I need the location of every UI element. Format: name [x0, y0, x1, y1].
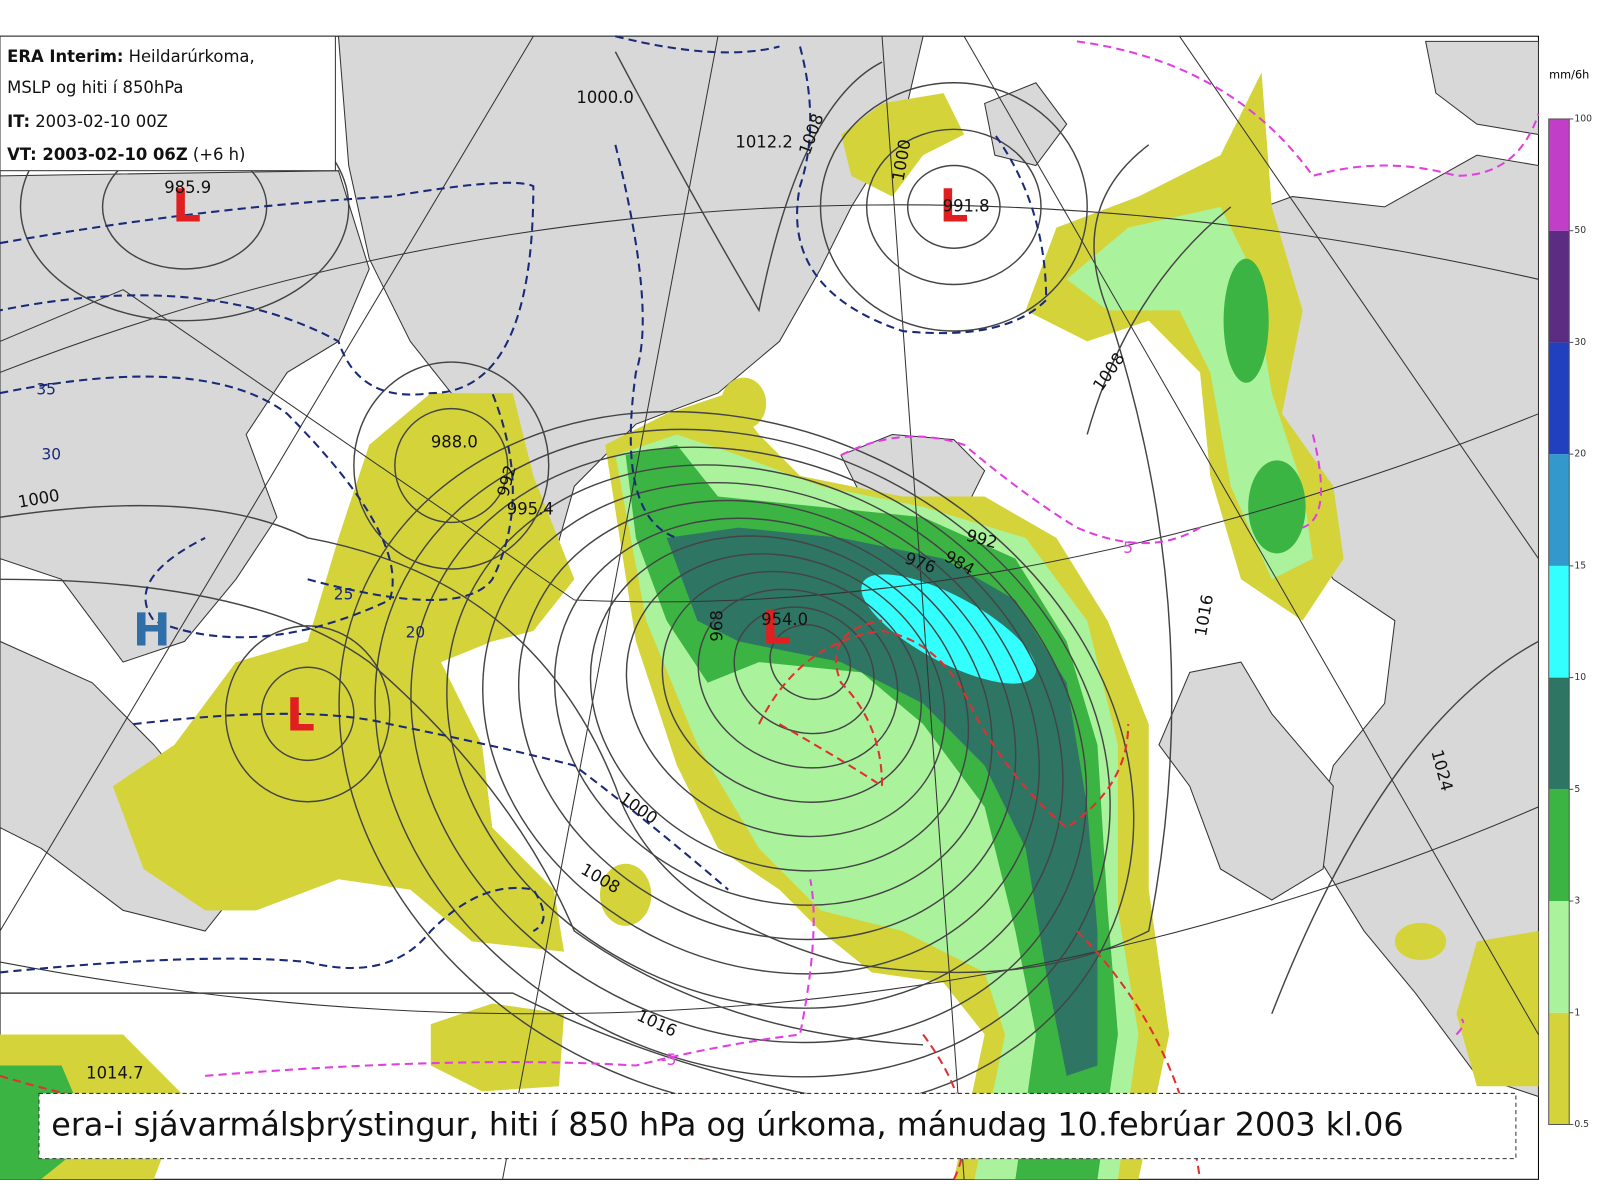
isobar	[906, 164, 1001, 249]
isobar	[260, 666, 355, 762]
info-lines: ERA Interim: Heildarúrkoma, MSLP og hiti í…	[7, 46, 255, 163]
isobar	[553, 517, 993, 906]
precip-area	[861, 574, 1037, 684]
colorbar-tick-label: 30	[1574, 337, 1586, 348]
info-label: VT: 2003-02-10 06Z	[7, 145, 188, 164]
isobar-label: 954.0	[761, 610, 808, 629]
precip-area	[1456, 931, 1539, 1087]
pressure-center: L	[172, 179, 201, 232]
colorbar-segment	[1548, 454, 1570, 566]
temperature-label: 35	[36, 380, 56, 398]
colorbar-segment	[1548, 789, 1570, 902]
colorbar-unit: mm/6h	[1549, 67, 1589, 81]
isobar	[482, 482, 1040, 975]
info-text: 2003-02-10 00Z	[35, 112, 168, 131]
isobar-label: 968	[707, 610, 726, 642]
info-line: VT: 2003-02-10 06Z (+6 h)	[7, 145, 245, 164]
pressure-center: L	[286, 688, 315, 741]
isobar-label: 995.4	[507, 499, 554, 518]
colorbar-tick-label: 15	[1574, 560, 1586, 571]
precip-area	[600, 863, 652, 926]
isobar	[446, 464, 1064, 1009]
colorbar: mm/6h 0.5 1 3 5 10 15 20 30 50 100	[1548, 67, 1592, 1130]
isobar	[625, 553, 946, 838]
info-line: MSLP og hiti í 850hPa	[7, 77, 183, 96]
isobar	[589, 535, 970, 872]
info-line: IT: 2003-02-10 00Z	[7, 112, 168, 131]
isobar	[865, 128, 1042, 286]
isobar	[517, 499, 1017, 941]
info-text: Heildarúrkoma,	[129, 46, 255, 65]
isobar	[661, 570, 922, 803]
colorbar-tick-label: 0.5	[1574, 1119, 1589, 1130]
isobar	[353, 361, 550, 570]
isobar-label: 1012.2	[735, 132, 792, 151]
isobar	[697, 588, 899, 769]
isobar-label: 991.8	[943, 196, 990, 215]
precip-area	[430, 1003, 565, 1092]
precip-area	[112, 393, 575, 952]
colorbar-tick-label: 20	[1574, 449, 1586, 460]
isobar	[224, 625, 391, 803]
isobar-label: 985.9	[164, 178, 211, 197]
colorbar-segment	[1548, 565, 1570, 678]
isobar-label: 988.0	[431, 432, 478, 451]
isobar	[374, 428, 1111, 1078]
pressure-center: L	[762, 601, 791, 654]
info-label: ERA Interim:	[7, 46, 123, 65]
temperature-label: 25	[334, 585, 354, 603]
isobars	[0, 51, 1539, 1118]
colorbar-tick-label: 50	[1574, 225, 1586, 236]
temperature-contour	[0, 619, 1202, 1180]
colorbar-segment	[1548, 342, 1570, 455]
colorbar-tick-label: 5	[1574, 784, 1580, 795]
precip-area	[1248, 460, 1306, 554]
temperature-label: 20	[406, 624, 426, 642]
info-box	[0, 35, 336, 172]
colorbar-segment	[1548, 901, 1570, 1013]
isobar	[733, 606, 875, 735]
colorbar-tick-label: 1	[1574, 1007, 1580, 1018]
isobar	[769, 624, 852, 700]
caption: era-i sjávarmálsþrýstingur, hiti í 850 h…	[51, 1105, 1403, 1143]
isobar	[0, 51, 1539, 1118]
pressure-center: H	[133, 603, 171, 656]
colorbar-tick-label: 100	[1574, 113, 1592, 124]
precip-area	[1394, 922, 1447, 960]
precip-area	[738, 672, 903, 900]
land	[1425, 40, 1539, 136]
info-line: ERA Interim: Heildarúrkoma,	[7, 46, 255, 65]
colorbar-tick-label: 10	[1574, 672, 1586, 683]
colorbar-tick-label: 3	[1574, 896, 1580, 907]
temperature-label: -5	[661, 1051, 676, 1069]
precip-area	[721, 377, 767, 430]
info-label: IT:	[7, 112, 30, 131]
isobar	[819, 82, 1088, 332]
info-text: MSLP og hiti í 850hPa	[7, 77, 183, 96]
colorbar-segment	[1548, 677, 1570, 790]
pressure-center: L	[939, 179, 968, 232]
colorbar-segment	[1548, 1012, 1570, 1125]
isobar-label: 1000.0	[576, 88, 633, 107]
isobar	[410, 446, 1088, 1044]
colorbar-segment	[1548, 118, 1570, 231]
colorbar-frame	[1548, 118, 1570, 1125]
isobar-label: 1014.7	[86, 1063, 143, 1082]
info-text: (+6 h)	[193, 145, 246, 164]
temperature-contour	[0, 35, 1048, 974]
temperature-label: 30	[41, 446, 61, 464]
precip-area	[1223, 258, 1269, 383]
land	[0, 170, 370, 663]
colorbar-segment	[1548, 230, 1570, 343]
temperature-label: 5	[1123, 539, 1133, 557]
caption-box	[38, 1092, 1517, 1160]
temperature-contour	[205, 40, 1540, 1077]
isobar	[394, 407, 509, 524]
land	[1158, 661, 1334, 901]
